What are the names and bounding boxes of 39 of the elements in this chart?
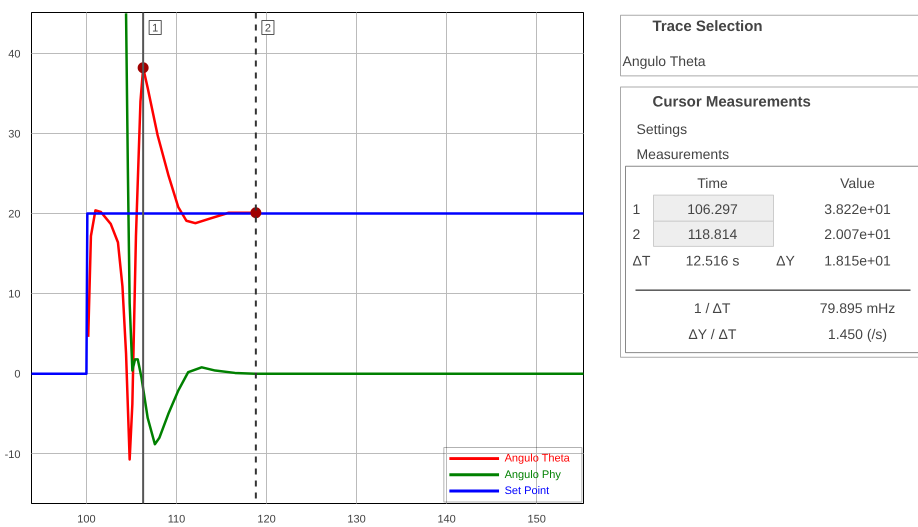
- text: ΔY: [776, 252, 796, 268]
- text: Measurements: [636, 146, 730, 162]
- x-tick-label: 110: [168, 514, 186, 526]
- x-tick-label: 140: [437, 514, 456, 526]
- annotation: 1: [152, 22, 158, 34]
- text: 1: [632, 201, 640, 218]
- text: 1 / ΔT: [694, 300, 731, 316]
- y-tick-label: 0: [14, 368, 21, 381]
- text: Settings: [636, 120, 688, 137]
- text: 1.815e+01: [824, 252, 891, 268]
- y-tick-label: 40: [8, 48, 21, 60]
- legend-label: Angulo Theta: [504, 452, 571, 465]
- y-tick-label: -10: [4, 448, 21, 461]
- y-tick-label: 20: [8, 208, 21, 221]
- text: 12.516 s: [686, 252, 740, 268]
- y-tick-label: 10: [8, 288, 21, 301]
- legend-label: Set Point: [504, 484, 550, 497]
- text: ΔT: [632, 252, 651, 268]
- text: 106.297: [687, 201, 738, 218]
- x-tick-label: 100: [77, 514, 96, 526]
- y-tick-label: 30: [8, 128, 21, 140]
- x-tick-label: 120: [257, 514, 276, 526]
- text: 2: [632, 226, 640, 242]
- text: Value: [840, 175, 876, 191]
- x-tick-label: 150: [528, 514, 546, 526]
- line-series: [124, 12, 584, 446]
- text: 79.895 mHz: [820, 300, 896, 316]
- annotation: 2: [264, 22, 271, 34]
- legend-label: Angulo Phy: [504, 468, 562, 481]
- x-tick-label: 130: [347, 514, 366, 526]
- text: Time: [697, 175, 728, 191]
- text: Angulo Theta: [622, 52, 706, 69]
- text: 3.822e+01: [824, 201, 891, 218]
- text: 1.450 (/s): [828, 326, 888, 342]
- text: 118.814: [688, 226, 738, 242]
- text: Trace Selection: [652, 18, 763, 35]
- text: Cursor Measurements: [652, 93, 811, 110]
- text: ΔY / ΔT: [688, 326, 737, 342]
- text: 2.007e+01: [824, 226, 891, 242]
